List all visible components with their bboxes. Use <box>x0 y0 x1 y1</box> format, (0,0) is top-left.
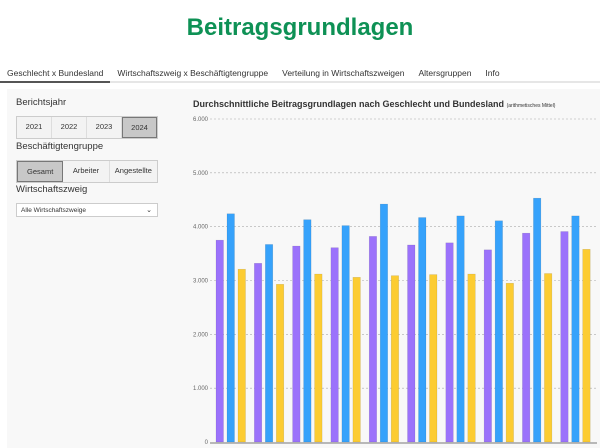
year-2023-button[interactable]: 2023 <box>87 117 122 138</box>
page-title: Beitragsgrundlagen <box>186 14 414 41</box>
year-2024-button[interactable]: 2024 <box>122 117 157 138</box>
bar <box>429 274 438 443</box>
year-2021-button[interactable]: 2021 <box>17 117 52 138</box>
tab-bar: Geschlecht x Bundesland Wirtschaftszweig… <box>0 64 600 83</box>
bar <box>254 263 263 443</box>
chevron-down-icon: ⌄ <box>146 207 152 214</box>
bar <box>292 245 301 443</box>
bar <box>467 273 476 443</box>
tab-wirtschaftszweig-beschaeftigtengruppe[interactable]: Wirtschaftszweig x Beschäftigtengruppe <box>117 68 269 78</box>
y-tick-label: 6.000 <box>193 117 209 123</box>
y-tick-label: 0 <box>205 440 209 446</box>
bar <box>533 197 542 443</box>
sector-select-value: Alle Wirtschaftszweige <box>21 207 87 214</box>
content-panel: Berichtsjahr 2021 2022 2023 2024 Beschäf… <box>7 89 600 448</box>
bar <box>237 268 246 443</box>
tab-altersgruppen[interactable]: Altersgruppen <box>418 68 472 78</box>
bar <box>407 244 416 443</box>
bar <box>379 203 388 443</box>
group-gesamt-button[interactable]: Gesamt <box>17 161 64 182</box>
bar <box>522 232 531 443</box>
bar <box>505 282 514 443</box>
bar <box>368 236 377 443</box>
tab-info[interactable]: Info <box>485 68 500 78</box>
bar <box>544 273 553 443</box>
bar <box>352 277 361 443</box>
bar <box>226 213 235 443</box>
chart-title: Durchschnittliche Beitragsgrundlagen nac… <box>193 99 555 109</box>
bar <box>341 225 350 443</box>
bar <box>314 273 323 443</box>
chart-title-text: Durchschnittliche Beitragsgrundlagen nac… <box>193 99 505 109</box>
group-arbeiter-button[interactable]: Arbeiter <box>63 161 110 182</box>
bar <box>494 220 503 443</box>
chart-subtitle: (arithmetisches Mittel) <box>506 103 556 109</box>
sector-select[interactable]: Alle Wirtschaftszweige ⌄ <box>16 203 158 217</box>
group-angestellte-button[interactable]: Angestellte <box>114 166 152 175</box>
group-selector: Gesamt Arbeiter Angestellte <box>16 160 158 183</box>
tab-verteilung[interactable]: Verteilung in Wirtschaftszweigen <box>282 68 405 78</box>
group-label: Beschäftigtengruppe <box>16 141 104 152</box>
bar <box>276 284 285 443</box>
bar-chart: 0 1.000 2.000 3.000 4.000 5.000 6.000 <box>193 117 597 446</box>
bar <box>215 239 224 443</box>
year-2022-button[interactable]: 2022 <box>52 117 87 138</box>
bar <box>483 249 492 443</box>
bar <box>445 242 454 443</box>
bar <box>418 217 427 443</box>
y-tick-label: 3.000 <box>193 279 209 285</box>
y-tick-label: 5.000 <box>193 171 209 177</box>
bar <box>456 215 465 443</box>
y-tick-label: 2.000 <box>193 332 209 338</box>
bar <box>582 249 591 443</box>
bar <box>571 215 580 443</box>
tab-geschlecht-bundesland[interactable]: Geschlecht x Bundesland <box>0 64 111 83</box>
bar <box>265 244 274 443</box>
year-selector: 2021 2022 2023 2024 <box>16 116 158 139</box>
bar <box>560 231 569 443</box>
year-label: Berichtsjahr <box>16 97 67 108</box>
y-tick-label: 4.000 <box>193 225 209 231</box>
bar <box>303 219 312 443</box>
y-tick-label: 1.000 <box>193 386 209 392</box>
bar <box>330 247 339 443</box>
sector-label: Wirtschaftszweig <box>16 184 88 195</box>
bar <box>390 275 399 443</box>
